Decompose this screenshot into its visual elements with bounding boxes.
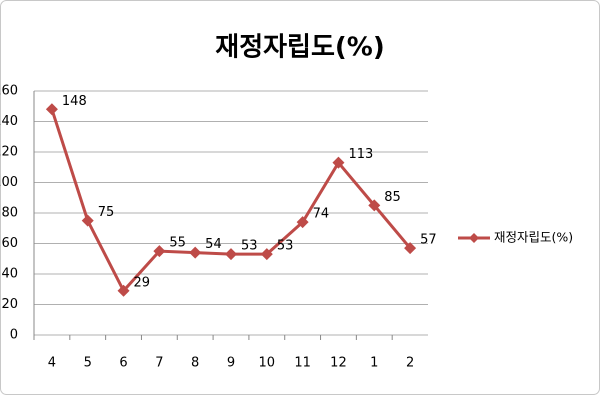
x-tick-label: 11 (294, 356, 311, 371)
data-point (45, 103, 58, 116)
data-point (225, 248, 237, 261)
y-tick-label: 120 (0, 145, 18, 160)
data-label: 75 (98, 205, 115, 220)
data-point (368, 199, 381, 212)
legend-marker (469, 233, 479, 243)
y-tick-label: 20 (1, 297, 18, 312)
data-point (260, 248, 273, 261)
data-label: 85 (384, 190, 401, 205)
x-tick-label: 5 (84, 356, 92, 371)
data-label: 57 (420, 233, 437, 248)
y-tick-label: 100 (0, 175, 18, 190)
x-tick-label: 10 (259, 356, 276, 371)
x-tick-label: 8 (191, 356, 199, 371)
y-tick-label: 140 (0, 114, 18, 129)
y-tick-label: 80 (1, 206, 18, 221)
data-label: 53 (277, 239, 294, 254)
data-point (332, 156, 345, 169)
x-tick-label: 1 (370, 356, 378, 371)
data-label: 148 (62, 94, 87, 109)
x-tick-label: 12 (330, 356, 347, 371)
data-point (404, 242, 417, 255)
data-point (296, 216, 309, 229)
x-tick-label: 6 (119, 356, 127, 371)
data-label: 53 (241, 239, 258, 254)
chart-title: 재정자립도(%) (215, 33, 384, 63)
data-point (153, 245, 166, 258)
x-tick-label: 9 (227, 356, 235, 371)
data-label: 55 (169, 236, 186, 251)
data-label: 29 (134, 275, 151, 290)
data-point (189, 246, 202, 259)
x-tick-label: 7 (155, 356, 163, 371)
y-tick-label: 160 (0, 84, 18, 99)
x-tick-label: 2 (406, 356, 414, 371)
data-point (81, 214, 94, 227)
data-label: 74 (313, 207, 330, 222)
data-label: 54 (205, 237, 222, 252)
legend-label: 재정자립도(%) (494, 230, 573, 245)
y-tick-label: 60 (1, 236, 18, 251)
data-label: 113 (348, 147, 373, 162)
y-tick-label: 40 (1, 267, 18, 282)
data-point (117, 284, 130, 297)
y-tick-label: 0 (10, 328, 18, 343)
x-tick-label: 4 (48, 356, 56, 371)
